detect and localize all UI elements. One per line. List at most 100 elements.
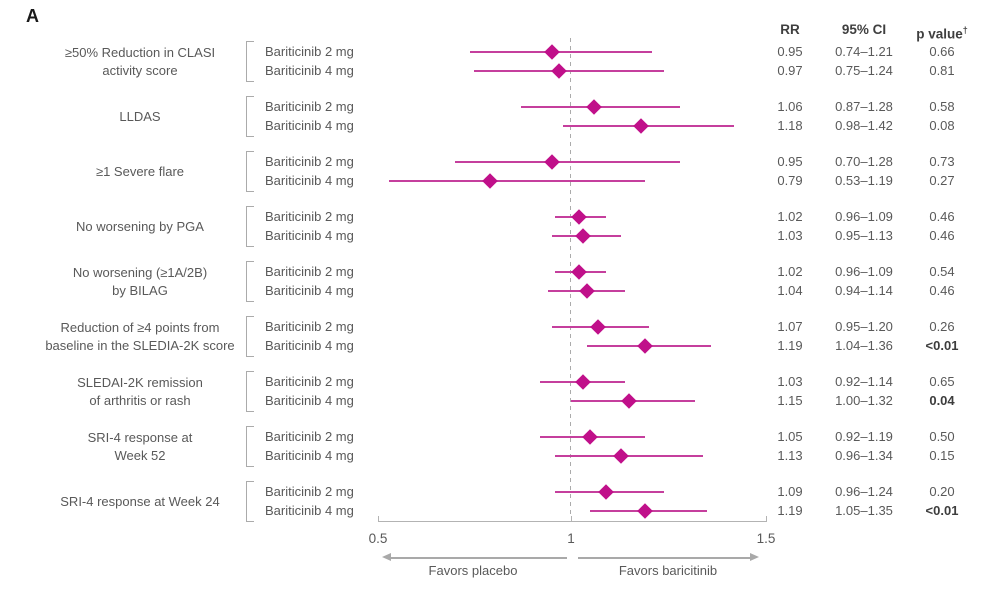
outcome-label-line: LLDAS bbox=[119, 108, 161, 124]
outcome-label-line: baseline in the SLEDIA-2K score bbox=[45, 337, 235, 353]
outcome-label-line: SRI-4 response at bbox=[87, 429, 193, 445]
p-value: 0.04 bbox=[929, 393, 955, 408]
outcome-label-line: SLEDAI-2K remission bbox=[77, 374, 203, 390]
group-bracket bbox=[246, 261, 254, 302]
rr-value: 1.02 bbox=[777, 264, 803, 279]
rr-value: 1.06 bbox=[777, 99, 803, 114]
x-axis-line bbox=[378, 521, 767, 522]
rr-point-diamond bbox=[633, 118, 649, 134]
rr-value: 1.07 bbox=[777, 319, 803, 334]
treatment-label: Bariticinib 2 mg bbox=[265, 484, 354, 499]
favors-baricitinib-arrow-head bbox=[750, 553, 759, 561]
rr-value: 0.95 bbox=[777, 44, 803, 59]
rr-value: 1.18 bbox=[777, 118, 803, 133]
treatment-label: Bariticinib 2 mg bbox=[265, 374, 354, 389]
rr-value: 1.19 bbox=[777, 503, 803, 518]
rr-value: 1.03 bbox=[777, 228, 803, 243]
reference-line-rr1 bbox=[570, 38, 571, 516]
treatment-label: Bariticinib 2 mg bbox=[265, 209, 354, 224]
treatment-label: Bariticinib 4 mg bbox=[265, 338, 354, 353]
rr-point-diamond bbox=[570, 209, 587, 225]
outcome-label: No worsening (≥1A/2B) by BILAG bbox=[20, 260, 260, 303]
treatment-label: Bariticinib 2 mg bbox=[265, 154, 354, 169]
outcome-label: ≥1 Severe flare bbox=[20, 150, 260, 193]
treatment-label: Bariticinib 2 mg bbox=[265, 264, 354, 279]
ci-value: 0.75–1.24 bbox=[835, 63, 893, 78]
ci-value: 0.96–1.09 bbox=[835, 209, 893, 224]
ci-value: 0.92–1.14 bbox=[835, 374, 893, 389]
x-axis-tick-label-15: 1.5 bbox=[756, 531, 776, 546]
ci-value: 0.70–1.28 bbox=[835, 154, 893, 169]
rr-point-diamond bbox=[543, 154, 560, 170]
outcome-label-line: No worsening (≥1A/2B) bbox=[72, 264, 208, 280]
rr-value: 1.15 bbox=[777, 393, 803, 408]
outcome-label-line: by BILAG bbox=[112, 282, 168, 298]
treatment-label: Bariticinib 2 mg bbox=[265, 429, 354, 444]
rr-value: 1.03 bbox=[777, 374, 803, 389]
treatment-label: Bariticinib 2 mg bbox=[265, 99, 354, 114]
group-bracket bbox=[246, 316, 254, 357]
ci-value: 0.53–1.19 bbox=[835, 173, 893, 188]
ci-value: 0.96–1.24 bbox=[835, 484, 893, 499]
group-bracket bbox=[246, 206, 254, 247]
ci-value: 1.04–1.36 bbox=[835, 338, 893, 353]
column-header-pvalue-text: p value bbox=[916, 26, 963, 42]
ci-value: 0.96–1.34 bbox=[835, 448, 893, 463]
p-value: 0.08 bbox=[929, 118, 955, 133]
p-value: 0.50 bbox=[929, 429, 955, 444]
outcome-label-line: Reduction of ≥4 points from bbox=[60, 319, 220, 335]
rr-point-diamond bbox=[551, 63, 568, 79]
rr-point-diamond bbox=[481, 173, 498, 189]
favors-baricitinib-label: Favors baricitinib bbox=[618, 563, 718, 578]
treatment-label: Bariticinib 4 mg bbox=[265, 228, 354, 243]
outcome-label: SRI-4 response at Week 52 bbox=[20, 425, 260, 468]
rr-point-diamond bbox=[636, 503, 653, 519]
outcome-label-line: ≥50% Reduction in CLASI bbox=[64, 44, 216, 60]
rr-point-diamond bbox=[570, 264, 587, 280]
rr-point-diamond bbox=[574, 228, 591, 244]
outcome-label: No worsening by PGA bbox=[20, 205, 260, 248]
p-value: <0.01 bbox=[925, 503, 959, 518]
ci-value: 0.95–1.20 bbox=[835, 319, 893, 334]
x-axis-tick-15 bbox=[766, 516, 767, 521]
p-value: 0.81 bbox=[929, 63, 955, 78]
treatment-label: Bariticinib 4 mg bbox=[265, 503, 354, 518]
treatment-label: Bariticinib 4 mg bbox=[265, 448, 354, 463]
rr-point-diamond bbox=[590, 319, 606, 335]
rr-value: 0.95 bbox=[777, 154, 803, 169]
ci-value: 0.94–1.14 bbox=[835, 283, 893, 298]
favors-placebo-arrow-head bbox=[382, 553, 391, 561]
p-value: 0.15 bbox=[929, 448, 955, 463]
favors-placebo-label: Favors placebo bbox=[428, 563, 518, 578]
column-header-pvalue: p value† bbox=[911, 21, 973, 42]
outcome-label-line: SRI-4 response at Week 24 bbox=[60, 493, 220, 509]
p-value: 0.65 bbox=[929, 374, 955, 389]
ci-value: 0.87–1.28 bbox=[835, 99, 893, 114]
favors-baricitinib-arrow-line bbox=[578, 557, 750, 559]
p-value: 0.58 bbox=[929, 99, 955, 114]
p-value: 0.73 bbox=[929, 154, 955, 169]
treatment-label: Bariticinib 4 mg bbox=[265, 173, 354, 188]
outcome-label-line: activity score bbox=[102, 62, 178, 78]
dagger-footnote-mark: † bbox=[962, 25, 968, 35]
outcome-label-line: No worsening by PGA bbox=[76, 218, 204, 234]
outcome-label: ≥50% Reduction in CLASI activity score bbox=[20, 40, 260, 83]
rr-value: 1.05 bbox=[777, 429, 803, 444]
group-bracket bbox=[246, 426, 254, 467]
p-value: 0.27 bbox=[929, 173, 955, 188]
rr-value: 1.04 bbox=[777, 283, 803, 298]
rr-value: 1.13 bbox=[777, 448, 803, 463]
rr-value: 0.97 bbox=[777, 63, 803, 78]
ci-line bbox=[388, 180, 645, 182]
rr-point-diamond bbox=[621, 393, 637, 409]
treatment-label: Bariticinib 4 mg bbox=[265, 393, 354, 408]
ci-value: 0.96–1.09 bbox=[835, 264, 893, 279]
ci-line bbox=[474, 70, 665, 72]
treatment-label: Bariticinib 2 mg bbox=[265, 319, 354, 334]
outcome-label-line: Week 52 bbox=[114, 447, 166, 463]
x-axis-tick-1 bbox=[571, 516, 572, 521]
ci-line bbox=[454, 161, 680, 163]
ci-value: 0.92–1.19 bbox=[835, 429, 893, 444]
ci-line bbox=[470, 51, 653, 53]
rr-value: 0.79 bbox=[777, 173, 803, 188]
